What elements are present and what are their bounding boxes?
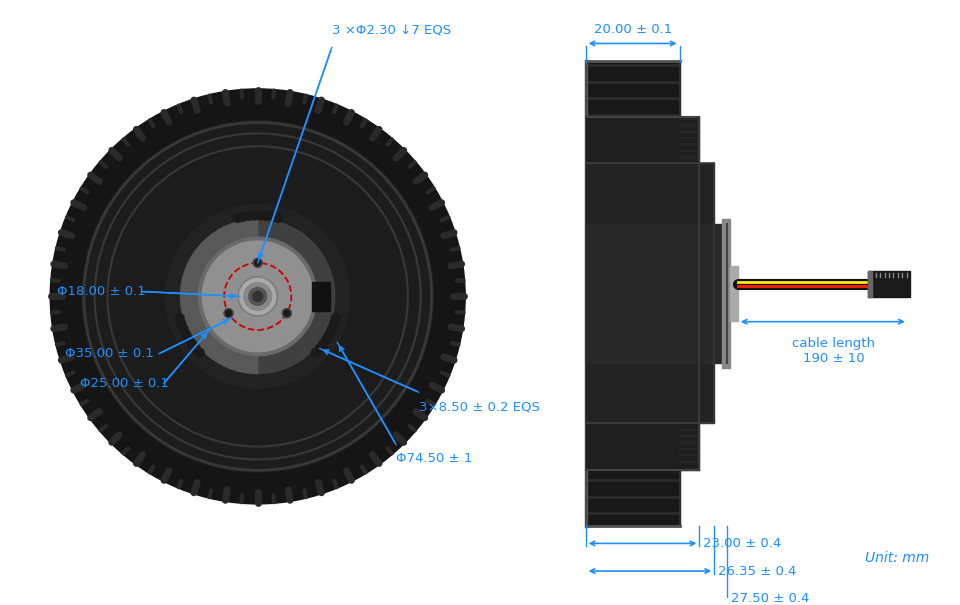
Text: 23.00 ± 0.4: 23.00 ± 0.4 (704, 537, 781, 550)
Text: 3×8.50 ± 0.2 EQS: 3×8.50 ± 0.2 EQS (419, 400, 540, 413)
Circle shape (256, 211, 265, 220)
Circle shape (249, 287, 267, 306)
Circle shape (311, 348, 320, 358)
Circle shape (180, 325, 188, 333)
Text: Φ25.00 ± 0.1: Φ25.00 ± 0.1 (80, 377, 169, 390)
Circle shape (239, 212, 248, 221)
Bar (868, 271, 910, 297)
Circle shape (50, 89, 466, 504)
Circle shape (233, 214, 242, 223)
Circle shape (177, 319, 186, 329)
Circle shape (225, 309, 233, 318)
Circle shape (191, 344, 201, 353)
Bar (722, 219, 730, 368)
Circle shape (329, 319, 338, 329)
Circle shape (252, 292, 263, 301)
Text: 3 ×Φ2.30 ↓7 EQS: 3 ×Φ2.30 ↓7 EQS (332, 25, 451, 38)
Bar (312, 281, 330, 311)
Bar (868, 271, 873, 297)
Text: Φ35.00 ± 0.1: Φ35.00 ± 0.1 (65, 347, 154, 360)
Text: cable length
190 ± 10: cable length 190 ± 10 (792, 338, 876, 365)
Circle shape (327, 325, 336, 333)
Wedge shape (180, 220, 257, 373)
Circle shape (253, 258, 262, 267)
Circle shape (282, 309, 291, 318)
Text: Unit: mm: Unit: mm (865, 551, 929, 565)
Circle shape (268, 212, 276, 221)
Circle shape (184, 335, 194, 344)
Circle shape (274, 214, 282, 223)
Text: 27.50 ± 0.4: 27.50 ± 0.4 (731, 592, 809, 605)
Circle shape (181, 330, 191, 339)
Circle shape (245, 211, 253, 220)
Circle shape (82, 120, 434, 473)
Circle shape (322, 335, 331, 344)
Bar (586, 117, 699, 470)
Circle shape (262, 211, 271, 220)
Circle shape (244, 283, 272, 310)
Text: 20.00 ± 0.1: 20.00 ± 0.1 (593, 23, 672, 36)
Circle shape (319, 340, 327, 348)
Text: Φ18.00 ± 0.1: Φ18.00 ± 0.1 (58, 285, 146, 298)
Circle shape (195, 348, 204, 358)
Circle shape (203, 241, 313, 352)
Circle shape (324, 330, 334, 339)
Bar (730, 266, 738, 321)
Circle shape (166, 204, 349, 388)
Circle shape (315, 344, 324, 353)
Circle shape (180, 220, 335, 373)
Bar (586, 163, 714, 424)
Text: 26.35 ± 0.4: 26.35 ± 0.4 (718, 564, 797, 578)
Circle shape (251, 211, 259, 220)
Circle shape (176, 314, 184, 322)
Circle shape (240, 279, 276, 314)
Text: Φ74.50 ± 1: Φ74.50 ± 1 (396, 453, 472, 465)
Circle shape (199, 237, 317, 356)
Circle shape (331, 314, 340, 322)
Circle shape (188, 340, 197, 348)
Bar (586, 224, 727, 363)
Bar (586, 61, 680, 526)
